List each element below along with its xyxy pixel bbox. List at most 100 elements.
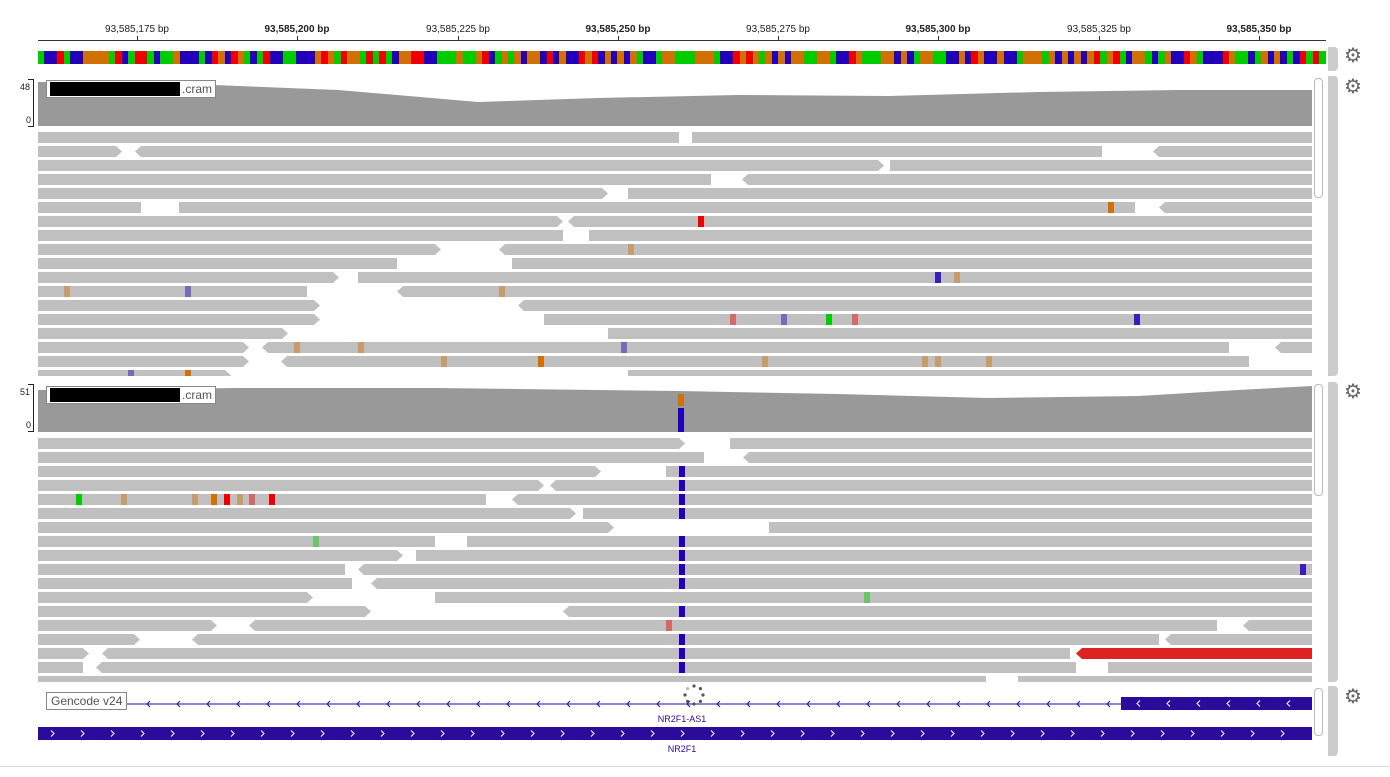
scrollbar-track-1[interactable] [1314, 78, 1323, 198]
base [1203, 51, 1210, 64]
gene-label-nr2f1-as1[interactable]: NR2F1-AS1 [657, 714, 707, 724]
base [475, 51, 483, 64]
gear-icon[interactable]: ⚙ [1344, 381, 1362, 403]
annotation-canvas[interactable] [38, 686, 1312, 756]
strand-arrow [806, 700, 811, 708]
base [404, 51, 412, 64]
read [628, 188, 1312, 199]
strand-arrow [1196, 700, 1201, 707]
annotation-track[interactable] [38, 686, 1312, 756]
strand-arrow [746, 700, 751, 708]
base [1016, 51, 1023, 64]
mismatch [224, 494, 230, 505]
mismatch [762, 356, 768, 367]
base [752, 51, 759, 64]
mismatch [121, 494, 127, 505]
mismatch [628, 244, 634, 255]
base [1312, 51, 1320, 64]
strand-arrow [380, 730, 385, 737]
base [1074, 51, 1081, 64]
alignment-track-1[interactable]: .cram [38, 76, 1312, 376]
read [397, 286, 1312, 297]
coverage-allele-c [678, 408, 684, 432]
track-name-1[interactable]: .cram [46, 80, 216, 98]
base [527, 51, 534, 64]
scrollbar-track-2[interactable] [1314, 384, 1323, 496]
base [881, 51, 888, 64]
base [50, 51, 58, 64]
base [578, 51, 586, 64]
alignment-track-2[interactable]: .cram [38, 382, 1312, 682]
mismatch [192, 494, 198, 505]
coverage-allele-g [678, 394, 684, 406]
read [179, 202, 1135, 213]
base [347, 51, 354, 64]
mismatch [826, 314, 832, 325]
base [95, 51, 103, 64]
strand-arrow [926, 700, 931, 708]
base [379, 51, 386, 64]
base [1048, 51, 1056, 64]
base [514, 51, 521, 64]
gene-label-nr2f1[interactable]: NR2F1 [667, 744, 697, 754]
base [430, 51, 438, 64]
base [1042, 51, 1049, 64]
strand-arrow [536, 700, 541, 708]
track-drag-handle[interactable] [1328, 47, 1338, 71]
base [115, 51, 122, 64]
mismatch [441, 356, 447, 367]
base [713, 51, 721, 64]
gear-icon[interactable]: ⚙ [1344, 76, 1362, 98]
base [559, 51, 566, 64]
mismatch [679, 494, 685, 505]
read [358, 272, 1312, 283]
base [321, 51, 328, 64]
strand-arrow [1100, 730, 1105, 737]
strand-arrow [200, 730, 205, 737]
track-drag-handle[interactable] [1328, 382, 1338, 682]
base [38, 51, 45, 64]
base [694, 51, 702, 64]
alignment-canvas-1[interactable] [38, 76, 1312, 376]
mismatch [679, 536, 685, 547]
base [443, 51, 450, 64]
base [1190, 51, 1197, 64]
base [1261, 51, 1268, 64]
scrollbar-annotation[interactable] [1314, 688, 1323, 736]
base [952, 51, 959, 64]
base [250, 51, 257, 64]
base [340, 51, 347, 64]
read [38, 438, 685, 449]
alignment-canvas-2[interactable] [38, 382, 1312, 682]
mismatch [698, 216, 704, 227]
strand-arrow [1226, 700, 1231, 707]
track-drag-handle[interactable] [1328, 686, 1338, 756]
strand-arrow [416, 700, 421, 708]
track-drag-handle[interactable] [1328, 76, 1338, 376]
strand-arrow [920, 730, 925, 737]
base [598, 51, 605, 64]
base [224, 51, 232, 64]
annotation-track-name[interactable]: Gencode v24 [46, 692, 128, 710]
read [518, 300, 1312, 311]
read [743, 452, 1312, 463]
base [1106, 51, 1114, 64]
read [416, 550, 1312, 561]
gear-icon[interactable]: ⚙ [1344, 686, 1362, 708]
track-name-2[interactable]: .cram [46, 386, 216, 404]
strand-arrow [1250, 730, 1255, 737]
strand-arrow [1166, 700, 1171, 707]
base [823, 51, 830, 64]
base [810, 51, 817, 64]
read [38, 132, 679, 143]
mismatch [679, 564, 685, 575]
base [894, 51, 901, 64]
read [135, 146, 1102, 157]
gear-icon[interactable]: ⚙ [1344, 45, 1362, 67]
base [269, 51, 277, 64]
base [1164, 51, 1171, 64]
base [1068, 51, 1075, 64]
base [1241, 51, 1249, 64]
read [102, 648, 1070, 659]
base [1100, 51, 1107, 64]
